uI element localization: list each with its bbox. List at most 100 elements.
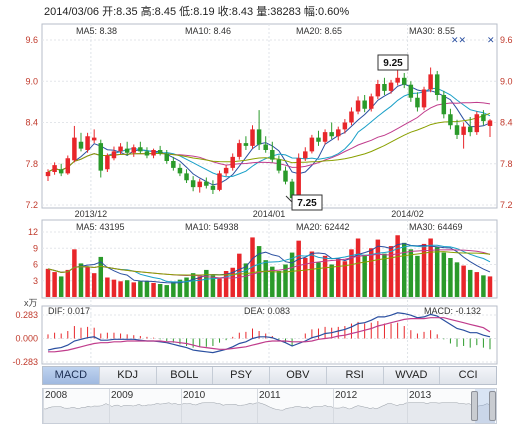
- price-y-tick-right: 7.2: [500, 200, 513, 210]
- price-y-tick-left: 9.0: [25, 76, 38, 86]
- volume-bar: [448, 258, 453, 297]
- candle-body: [197, 181, 202, 188]
- volume-bar: [164, 285, 169, 297]
- high-callout: 9.25: [377, 54, 409, 71]
- navigator-year-divider: [333, 389, 334, 423]
- price-x-tick: 2014/02: [391, 209, 424, 219]
- price-x-tick: 2014/01: [253, 209, 286, 219]
- navigator-year-divider: [407, 389, 408, 423]
- volume-bar: [349, 249, 354, 297]
- candle-body: [45, 172, 51, 177]
- navigator-right-handle[interactable]: [489, 391, 496, 421]
- volume-bar: [197, 276, 202, 297]
- volume-ma30-label: MA30: 64469: [409, 222, 463, 232]
- volume-bar: [72, 249, 77, 297]
- macd-y-tick: 0.000: [15, 334, 38, 344]
- volume-bar: [461, 265, 466, 297]
- candle-body: [342, 122, 348, 130]
- candle-body: [131, 147, 137, 153]
- macd-dif-label: DIF: 0.017: [48, 306, 91, 316]
- navigator-year-label: 2008: [45, 390, 68, 401]
- candle-body: [421, 89, 427, 108]
- volume-bar: [230, 267, 235, 297]
- candle-body: [382, 84, 387, 91]
- candle-body: [65, 158, 71, 174]
- volume-bar: [481, 275, 486, 297]
- volume-bar: [428, 238, 433, 297]
- candle-body: [408, 84, 414, 98]
- tab-rsi[interactable]: RSI: [327, 367, 384, 384]
- volume-bar: [111, 279, 117, 297]
- price-ma10-label: MA10: 8.46: [185, 26, 232, 36]
- navigator-year-divider: [43, 389, 44, 423]
- navigator-left-handle[interactable]: [471, 391, 478, 421]
- candle-body: [349, 111, 354, 123]
- candle-body: [487, 120, 493, 126]
- macd-dea-line: [48, 317, 491, 353]
- candle-body: [72, 137, 77, 161]
- tab-psy[interactable]: PSY: [213, 367, 270, 384]
- tab-boll[interactable]: BOLL: [157, 367, 214, 384]
- candle-body: [184, 173, 189, 181]
- candle-body: [52, 165, 57, 172]
- volume-bar: [131, 282, 137, 297]
- volume-bar: [105, 277, 110, 297]
- volume-bar: [454, 262, 460, 297]
- candle-body: [151, 150, 156, 156]
- candle-body: [111, 151, 117, 159]
- candle-body: [303, 151, 308, 159]
- high-callout-label: 9.25: [383, 58, 403, 69]
- volume-bar: [243, 263, 249, 297]
- tab-wvad[interactable]: WVAD: [384, 367, 441, 384]
- price-y-tick-right: 7.8: [500, 159, 513, 169]
- price-ma5-line: [47, 83, 491, 186]
- candle-body: [388, 82, 394, 91]
- candle-body: [454, 125, 460, 135]
- candle-body: [283, 170, 288, 182]
- candle-body: [144, 151, 150, 156]
- navigator-year-label: 2011: [259, 390, 281, 401]
- candle-body: [230, 156, 235, 168]
- volume-bar: [157, 284, 163, 297]
- tab-obv[interactable]: OBV: [270, 367, 327, 384]
- volume-bar: [415, 255, 420, 297]
- volume-bar: [204, 269, 209, 297]
- volume-bar: [289, 252, 295, 297]
- volume-bar: [434, 247, 440, 297]
- candle-body: [316, 137, 321, 142]
- macd-value-label: MACD: -0.132: [424, 306, 482, 316]
- volume-bar: [276, 271, 282, 297]
- candle-body: [157, 150, 163, 154]
- candle-body: [336, 129, 341, 137]
- volume-ma10-label: MA10: 54938: [185, 222, 239, 232]
- candle-body: [78, 141, 84, 149]
- navigator-sparkline: [43, 402, 495, 423]
- candle-body: [91, 137, 97, 141]
- volume-bar: [342, 261, 348, 297]
- volume-ma5-label: MA5: 43195: [76, 222, 125, 232]
- range-navigator[interactable]: 2008 2009 2010 2011 2012 2013: [42, 388, 497, 424]
- volume-bar: [336, 259, 341, 297]
- volume-bar: [124, 280, 130, 297]
- collapse-icon[interactable]: ✕✕: [451, 35, 466, 45]
- tab-cci[interactable]: CCI: [458, 369, 478, 381]
- candle-body: [395, 77, 400, 83]
- price-y-tick-right: 9.6: [500, 35, 513, 45]
- volume-bar: [138, 281, 143, 297]
- volume-bar: [303, 258, 308, 297]
- close-icon[interactable]: ✕: [487, 35, 495, 45]
- price-y-tick-left: 7.8: [25, 159, 38, 169]
- candle-body: [362, 100, 367, 109]
- volume-bar: [467, 269, 473, 297]
- volume-bar: [270, 266, 275, 297]
- volume-bar: [184, 277, 189, 297]
- candle-body: [329, 132, 334, 137]
- candle-body: [322, 132, 328, 142]
- candle-body: [217, 173, 222, 190]
- tab-macd[interactable]: MACD: [43, 367, 100, 384]
- price-y-tick-left: 7.2: [25, 200, 38, 210]
- price-ma30-label: MA30: 8.55: [409, 26, 456, 36]
- tab-kdj[interactable]: KDJ: [100, 367, 157, 384]
- volume-bar: [369, 248, 374, 297]
- candle-body: [124, 148, 130, 153]
